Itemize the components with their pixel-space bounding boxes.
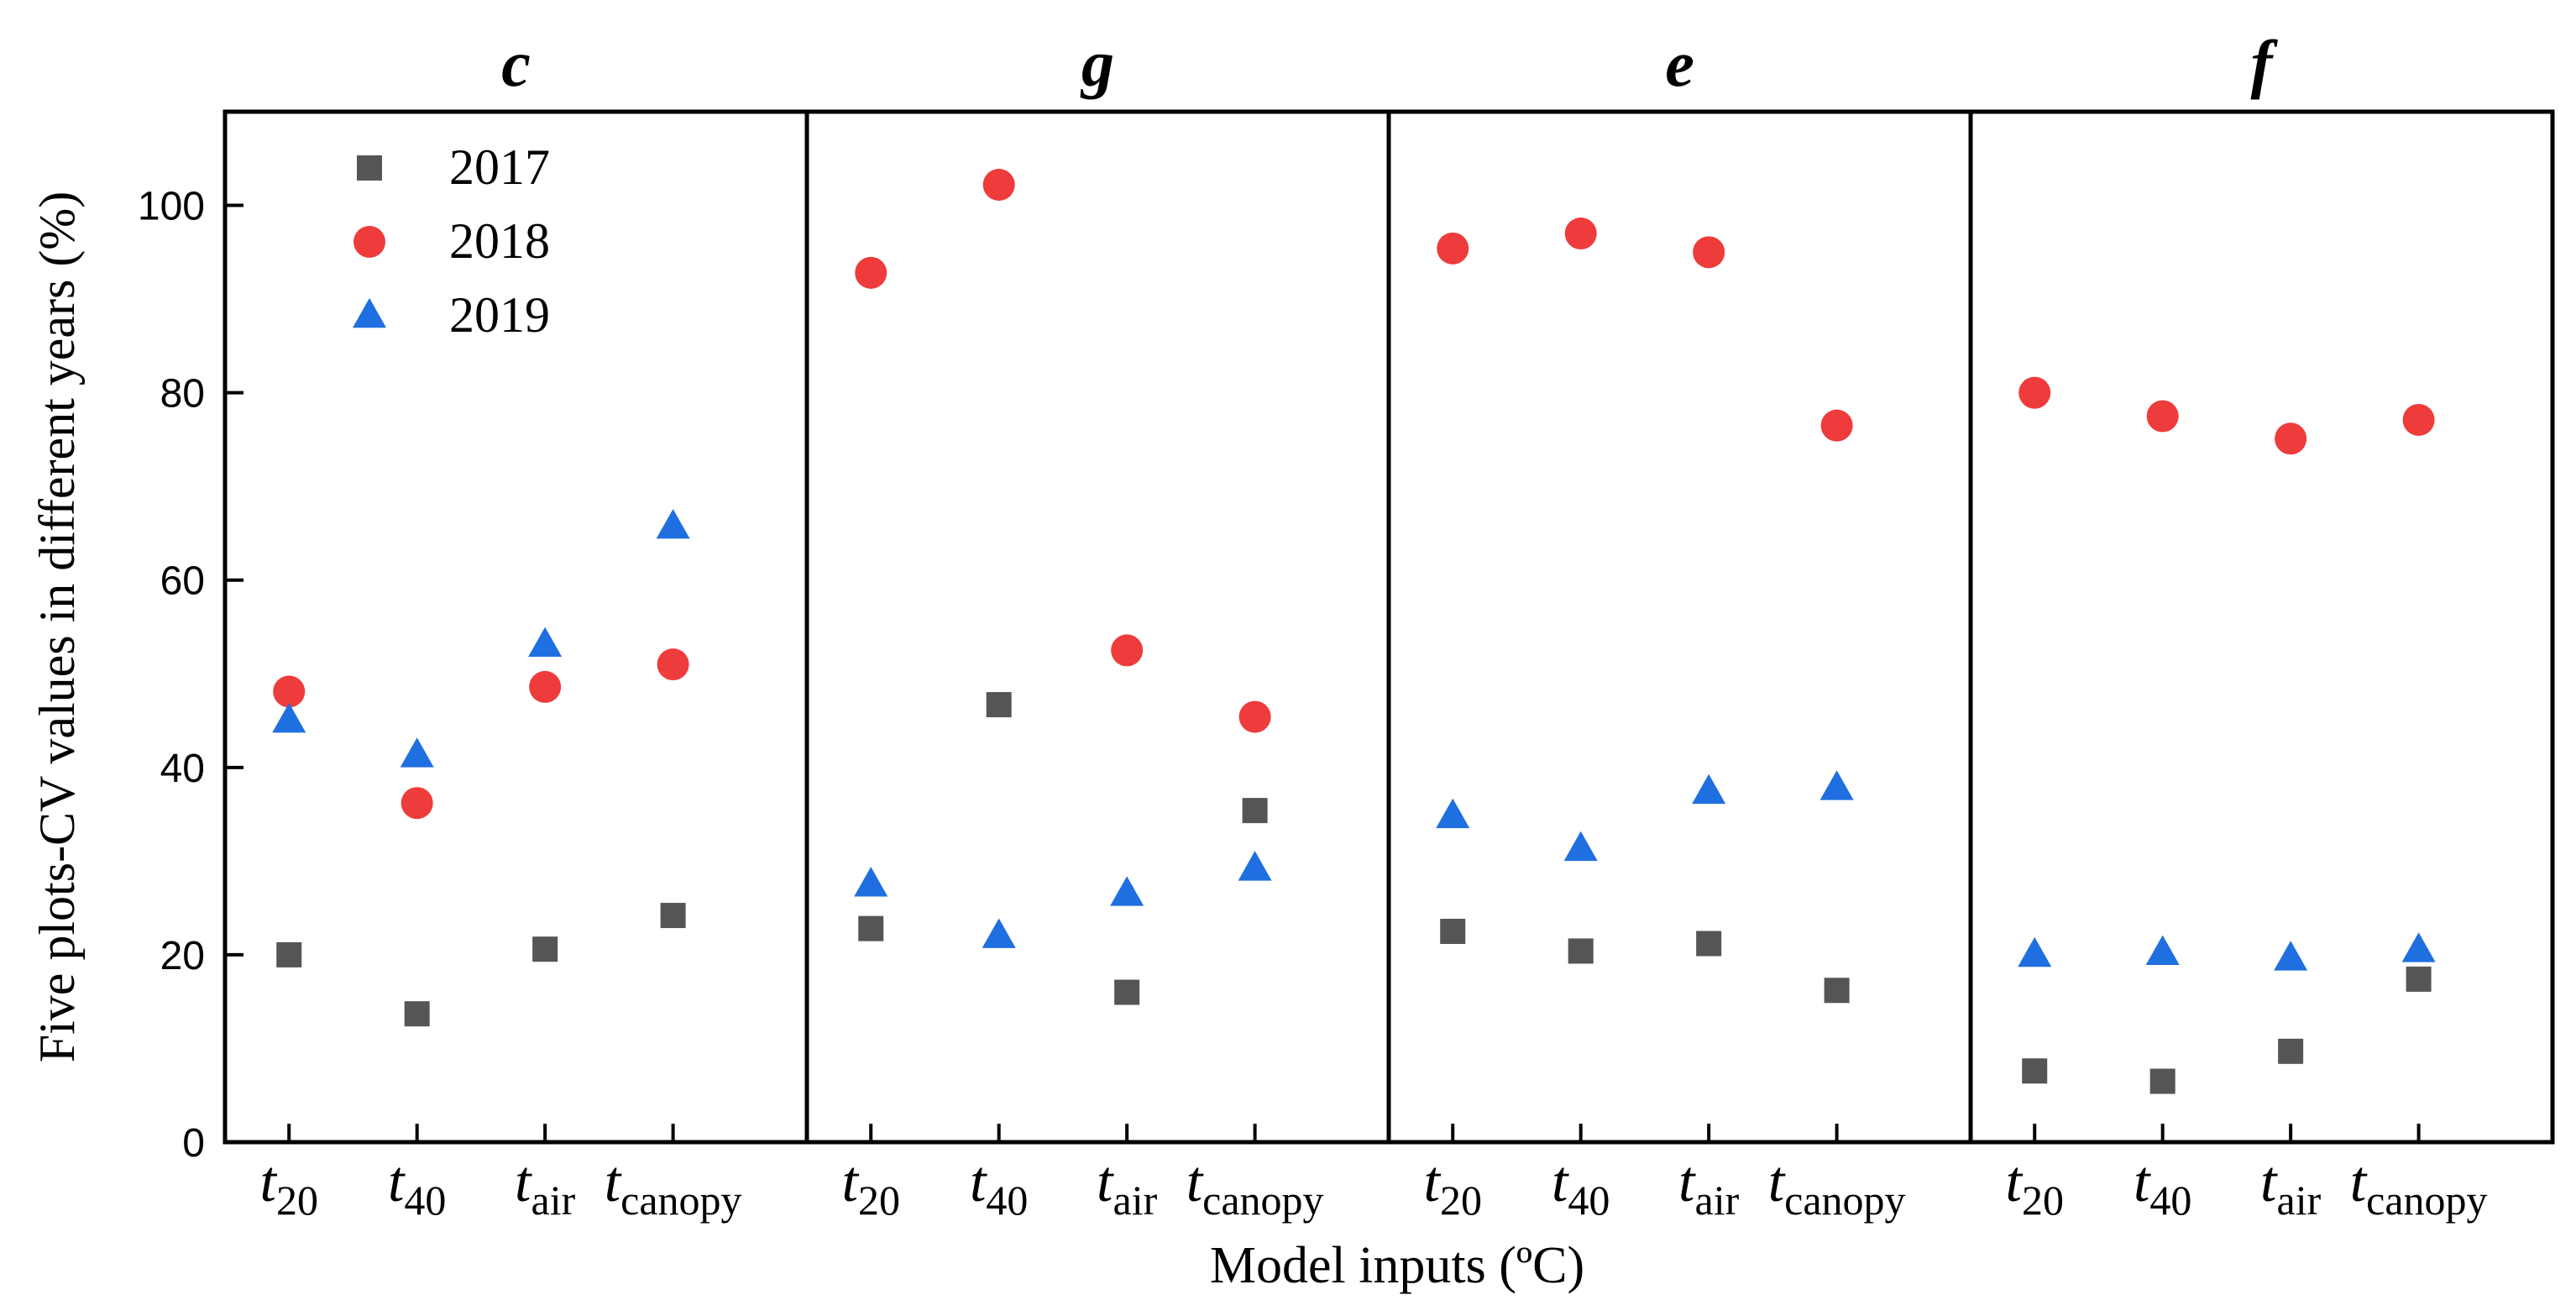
point-2018 bbox=[401, 787, 433, 820]
legend-label: 2019 bbox=[449, 287, 550, 343]
point-2018 bbox=[1437, 232, 1469, 265]
point-2019 bbox=[982, 918, 1016, 948]
x-tick-label: tair bbox=[515, 1150, 576, 1224]
x-tick-label: t20 bbox=[842, 1150, 900, 1224]
y-tick-label: 40 bbox=[160, 747, 205, 791]
point-2018 bbox=[2146, 400, 2179, 433]
panel-title: g bbox=[1080, 27, 1114, 100]
y-tick-label: 80 bbox=[160, 372, 205, 417]
point-2019 bbox=[656, 509, 690, 539]
y-axis-label: Five plots-CV values in different years … bbox=[29, 191, 85, 1063]
x-tick-label: t20 bbox=[1424, 1150, 1482, 1224]
panel-title: e bbox=[1665, 27, 1694, 100]
point-2018 bbox=[1111, 634, 1144, 667]
point-2017 bbox=[660, 903, 686, 929]
point-2019 bbox=[2401, 932, 2436, 962]
y-tick-label: 0 bbox=[182, 1121, 205, 1166]
point-2019 bbox=[2018, 936, 2052, 967]
point-2017 bbox=[1568, 938, 1594, 964]
legend-marker-2019 bbox=[353, 297, 386, 328]
panel-title: f bbox=[2251, 27, 2279, 100]
point-2019 bbox=[2145, 935, 2180, 965]
y-tick-label: 100 bbox=[138, 185, 205, 229]
point-2018 bbox=[273, 675, 306, 708]
point-2018 bbox=[982, 169, 1015, 202]
x-tick-label: t40 bbox=[970, 1150, 1028, 1224]
x-tick-label: t40 bbox=[2134, 1150, 2191, 1224]
point-2019 bbox=[1238, 851, 1272, 881]
point-2017 bbox=[1242, 798, 1268, 824]
y-tick-label: 60 bbox=[160, 559, 205, 604]
point-2017 bbox=[2149, 1068, 2175, 1094]
x-tick-label: tair bbox=[1678, 1150, 1740, 1224]
x-tick-label: tcanopy bbox=[1186, 1150, 1324, 1224]
x-tick-label: tcanopy bbox=[605, 1150, 742, 1224]
point-2017 bbox=[1440, 919, 1466, 945]
point-2017 bbox=[2022, 1058, 2048, 1084]
point-2017 bbox=[532, 936, 558, 962]
point-2019 bbox=[1692, 773, 1726, 805]
point-2017 bbox=[404, 1001, 430, 1027]
point-2019 bbox=[400, 737, 434, 768]
x-tick-label: tcanopy bbox=[2350, 1150, 2488, 1224]
point-2018 bbox=[2018, 376, 2051, 409]
x-tick-label: tair bbox=[1097, 1150, 1158, 1224]
point-2017 bbox=[1114, 979, 1140, 1005]
x-tick-label: t40 bbox=[388, 1150, 446, 1224]
point-2019 bbox=[2274, 941, 2308, 971]
point-2019 bbox=[854, 867, 888, 897]
point-2017 bbox=[276, 941, 302, 967]
panel-title: c bbox=[501, 27, 531, 100]
point-2017 bbox=[2278, 1038, 2304, 1064]
x-tick-label: t20 bbox=[260, 1150, 318, 1224]
point-2018 bbox=[1238, 700, 1271, 733]
legend-label: 2018 bbox=[449, 213, 550, 269]
x-tick-label: t20 bbox=[2006, 1150, 2064, 1224]
point-2018 bbox=[2275, 422, 2307, 455]
x-tick-label: tcanopy bbox=[1768, 1150, 1906, 1224]
x-tick-label: tair bbox=[2260, 1150, 2322, 1224]
legend-marker-2017 bbox=[357, 155, 382, 181]
point-2019 bbox=[272, 702, 306, 733]
x-axis-label: Model inputs (ºC) bbox=[1210, 1237, 1584, 1294]
point-2019 bbox=[528, 627, 563, 657]
point-2018 bbox=[1693, 236, 1725, 269]
legend-label: 2017 bbox=[449, 139, 550, 195]
point-2019 bbox=[1819, 770, 1854, 800]
point-2018 bbox=[1820, 409, 1853, 442]
point-2018 bbox=[529, 670, 562, 703]
point-2018 bbox=[657, 648, 689, 681]
point-2019 bbox=[1436, 798, 1470, 829]
legend-marker-2018 bbox=[353, 226, 385, 258]
point-2017 bbox=[986, 692, 1012, 718]
point-2019 bbox=[1563, 831, 1598, 862]
point-2017 bbox=[1696, 931, 1722, 957]
x-tick-label: t40 bbox=[1552, 1150, 1610, 1224]
point-2017 bbox=[1824, 978, 1850, 1004]
point-2018 bbox=[855, 256, 887, 289]
point-2017 bbox=[2406, 966, 2432, 992]
y-tick-label: 20 bbox=[160, 934, 205, 978]
point-2017 bbox=[858, 915, 884, 941]
point-2018 bbox=[1564, 218, 1597, 250]
point-2019 bbox=[1110, 876, 1144, 906]
point-2018 bbox=[2402, 403, 2435, 436]
